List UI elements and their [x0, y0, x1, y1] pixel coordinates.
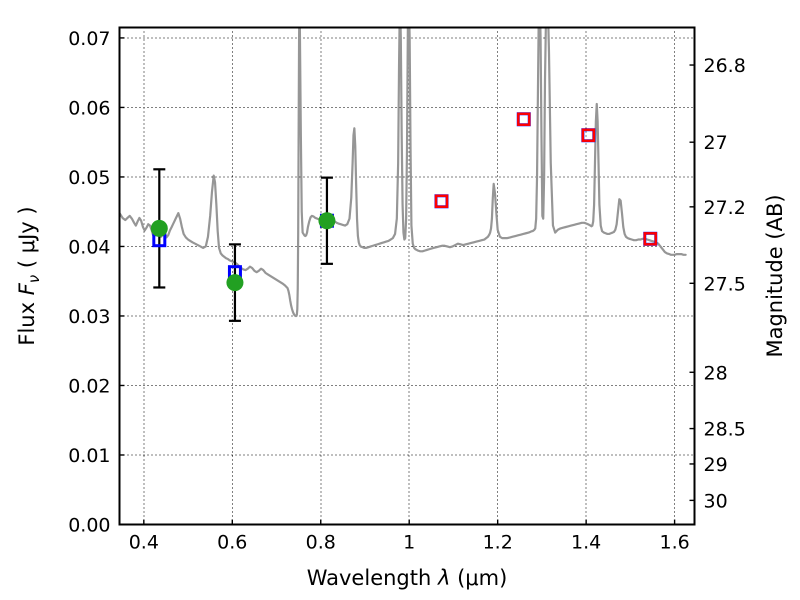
right-axis-title: Magnitude (AB)	[763, 194, 787, 357]
y-tick-label-0.00: 0.00	[68, 515, 110, 537]
mag-tick-label-27.5: 27.5	[704, 273, 746, 295]
x-tick-label-0.4: 0.4	[129, 532, 159, 554]
x-tick-label-1.4: 1.4	[571, 532, 601, 554]
model-spectrum-curve	[119, 27, 687, 318]
x-tick-label-1: 1	[403, 532, 415, 554]
mag-tick-label-30: 30	[704, 490, 728, 512]
y-tick-label-0.01: 0.01	[68, 445, 110, 467]
mag-tick-label-27.2: 27.2	[704, 197, 746, 219]
red-square-marker-3	[643, 232, 657, 246]
x-tick-label-0.8: 0.8	[306, 532, 336, 554]
x-tick-label-1.6: 1.6	[659, 532, 689, 554]
axis-ticks	[119, 37, 695, 526]
axis-tick-labels: 0.4 0.6 0.8 1 1.2 1.4 1.6 0.00 0.01 0.02 0.03 0.04 0…	[68, 28, 746, 554]
y-axis-title: Flux Fν ( μJy )	[15, 206, 43, 345]
spectrum-path	[119, 27, 687, 318]
y-tick-label-0.07: 0.07	[68, 28, 110, 50]
photometry-circle-markers	[150, 212, 336, 292]
plot-frame	[118, 26, 696, 526]
x-axis-title: Wavelength λ (μm)	[307, 566, 508, 590]
y-tick-label-0.05: 0.05	[68, 167, 110, 189]
mag-tick-label-27: 27	[704, 132, 728, 154]
red-square-marker-2	[581, 128, 596, 142]
y-tick-label-0.04: 0.04	[68, 236, 110, 258]
x-tick-label-1.2: 1.2	[483, 532, 513, 554]
green-circle-marker-0	[150, 219, 168, 237]
axis-titles: Wavelength λ (μm) Flux Fν ( μJy ) Magnitud…	[15, 194, 787, 590]
axes-frame	[118, 26, 696, 526]
y-tick-label-0.02: 0.02	[68, 375, 110, 397]
mag-tick-label-28: 28	[704, 362, 728, 384]
y-tick-label-0.06: 0.06	[68, 97, 110, 119]
mag-tick-label-28.5: 28.5	[704, 419, 746, 441]
mag-tick-label-26.8: 26.8	[704, 55, 746, 77]
red-square-marker-1	[517, 112, 531, 126]
green-circle-marker-2	[318, 212, 336, 230]
red-square-marker-0	[434, 194, 449, 208]
y-tick-label-0.03: 0.03	[68, 306, 110, 328]
green-circle-marker-1	[226, 274, 244, 292]
x-tick-label-0.6: 0.6	[217, 532, 247, 554]
mag-tick-label-29: 29	[704, 454, 728, 476]
